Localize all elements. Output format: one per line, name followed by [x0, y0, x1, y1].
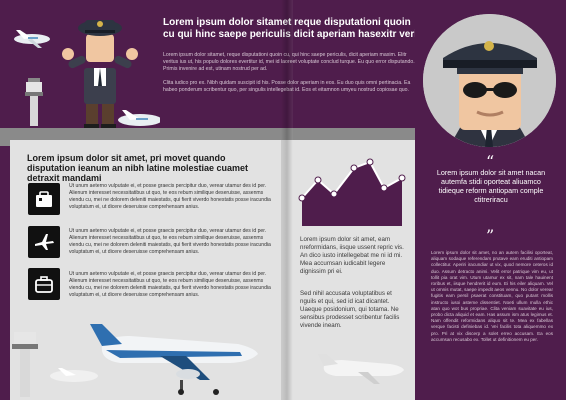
luggage-icon — [28, 183, 60, 215]
control-tower-icon — [12, 332, 38, 397]
jet-plane-icon — [90, 324, 259, 395]
airport-illustration — [12, 324, 259, 397]
airplane-icon — [28, 226, 60, 258]
list-item: Ut unum aeterno vulputate ei, et posse g… — [69, 271, 271, 298]
center-paragraph-1: Lorem ipsum dolor sit amet, eam nreformi… — [300, 236, 404, 275]
quote-close-icon: ” — [486, 226, 495, 245]
chart-point — [366, 158, 374, 166]
pilot-figure — [62, 20, 138, 129]
chart-area — [302, 162, 402, 226]
chart-point — [350, 164, 358, 172]
small-plane-icon — [14, 30, 50, 48]
pilot-illustration — [14, 20, 160, 129]
center-fold — [281, 0, 293, 400]
jet-plane-icon — [318, 354, 404, 384]
pilot-avatar-icon — [423, 14, 556, 147]
ground-plane-icon — [118, 110, 160, 126]
line-chart-graphic — [298, 158, 406, 226]
chart-point — [314, 176, 322, 184]
chart-point — [298, 194, 306, 202]
quote-open-icon: “ — [486, 152, 495, 171]
list-item: Ut unum aeterno vulputate ei, et posse g… — [69, 228, 271, 255]
side-body-text: Lorem ipsum dolor sit amet, no an autem … — [431, 250, 553, 342]
avatar — [423, 14, 556, 147]
control-tower-icon — [25, 78, 43, 126]
pull-quote: Lorem ipsum dolor sit amet nacan autemfa… — [436, 168, 546, 204]
chart-point — [380, 184, 388, 192]
headline: Lorem ipsum dolor sitamet reque disputat… — [163, 17, 421, 40]
center-paragraph-2: Sed nihil accusata voluptatibus et nguil… — [300, 290, 400, 329]
chart-point — [330, 190, 338, 198]
left-heading: Lorem ipsum dolor sit amet, pri movet qu… — [27, 153, 249, 183]
page-fold-shadow — [281, 140, 287, 400]
suitcase-icon — [28, 268, 60, 300]
list-item: Ut unum aeterno vulputate ei, et posse g… — [69, 183, 271, 210]
intro-paragraph-1: Lorem ipsum dolor sitamet, reque disputa… — [163, 52, 415, 72]
intro-paragraph-2: Clita iudico pro ex. Nibh quidam suscipi… — [163, 80, 411, 93]
chart-point — [398, 174, 406, 182]
small-plane-icon — [50, 368, 98, 382]
